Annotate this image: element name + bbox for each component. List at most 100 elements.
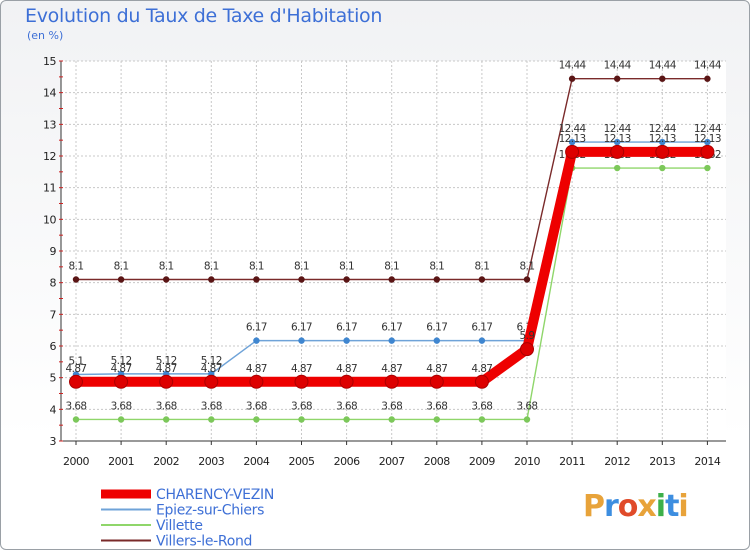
data-label: 4.87 — [246, 363, 267, 375]
data-point — [117, 276, 125, 283]
proxiti-logo: Proxiti — [583, 489, 689, 524]
data-point — [253, 416, 260, 423]
data-point — [659, 75, 666, 82]
x-tick-label: 2010 — [514, 455, 540, 468]
data-point — [384, 374, 399, 389]
y-tick-label: 7 — [50, 308, 57, 321]
data-point — [298, 416, 305, 423]
y-tick-label: 14 — [43, 87, 56, 100]
y-tick-label: 3 — [50, 435, 57, 448]
data-label: 8.1 — [339, 261, 354, 273]
data-point — [433, 416, 440, 423]
data-point — [253, 276, 260, 283]
logo-letter: r — [604, 489, 619, 524]
data-label: 8.1 — [520, 261, 535, 273]
x-tick-label: 2012 — [604, 455, 630, 468]
data-point — [208, 276, 215, 283]
data-point — [388, 337, 395, 344]
data-point — [655, 144, 670, 159]
data-point — [298, 276, 305, 283]
data-label: 4.87 — [291, 363, 312, 375]
legend-label: Villette — [156, 518, 203, 534]
y-tick-label: 4 — [50, 403, 57, 416]
data-label: 4.87 — [66, 363, 87, 375]
x-tick-label: 2008 — [424, 455, 450, 468]
data-label: 4.87 — [156, 363, 177, 375]
logo-letter: x — [637, 489, 656, 524]
data-point — [343, 416, 350, 423]
data-point — [478, 416, 486, 423]
x-tick-label: 2004 — [243, 455, 269, 468]
legend-label: Villers-le-Rond — [156, 534, 252, 550]
data-point — [163, 416, 170, 423]
data-label: 8.1 — [384, 261, 399, 273]
data-label: 3.68 — [291, 400, 312, 412]
x-tick-label: 2005 — [289, 455, 315, 468]
data-label: 12.13 — [649, 133, 676, 145]
data-label: 6.17 — [246, 322, 267, 334]
data-label: 4.87 — [336, 363, 357, 375]
data-label: 14.44 — [604, 60, 632, 72]
data-label: 12.13 — [694, 133, 721, 145]
data-label: 6.17 — [471, 322, 492, 334]
data-label: 12.13 — [559, 133, 586, 145]
data-label: 8.1 — [159, 261, 174, 273]
data-label: 12.44 — [559, 123, 587, 135]
data-point — [704, 75, 711, 82]
chart-unit-label: (en %) — [27, 29, 64, 42]
data-label: 5.1 — [69, 356, 84, 368]
data-label: 8.1 — [114, 261, 129, 273]
data-point — [253, 337, 260, 344]
data-label: 3.68 — [426, 400, 447, 412]
data-label: 8.1 — [294, 261, 309, 273]
y-tick-label: 15 — [43, 55, 56, 68]
data-point — [659, 138, 666, 146]
data-label: 5.12 — [156, 355, 177, 367]
data-point — [72, 276, 80, 283]
data-point — [72, 416, 80, 423]
data-point — [523, 416, 531, 423]
data-point — [163, 276, 170, 283]
data-point — [659, 164, 666, 172]
data-label: 6.17 — [336, 322, 357, 334]
legend-label: CHARENCY-VEZIN — [156, 487, 274, 503]
logo-letter: i — [655, 489, 666, 524]
data-label: 4.87 — [381, 363, 402, 375]
data-point — [343, 337, 350, 344]
data-point — [700, 144, 715, 159]
y-tick-label: 13 — [43, 118, 56, 131]
data-point — [343, 276, 350, 283]
y-tick-label: 5 — [50, 372, 57, 385]
data-label: 3.68 — [381, 400, 402, 412]
data-point — [568, 75, 576, 82]
data-point — [204, 374, 219, 389]
data-point — [433, 337, 440, 344]
data-label: 12.44 — [649, 123, 677, 135]
data-label: 14.44 — [649, 60, 677, 72]
x-tick-label: 2003 — [198, 455, 224, 468]
data-point — [704, 138, 711, 146]
data-label: 5.12 — [201, 355, 222, 367]
y-tick-label: 10 — [43, 213, 56, 226]
data-point — [523, 276, 531, 283]
data-point — [614, 75, 621, 82]
data-label: 8.1 — [249, 261, 264, 273]
logo-letter: t — [665, 489, 679, 524]
x-tick-label: 2002 — [153, 455, 179, 468]
data-label: 8.1 — [474, 261, 489, 273]
logo-letter: P — [583, 489, 605, 524]
data-point — [388, 276, 395, 283]
data-point — [433, 276, 440, 283]
legend-label: Epiez-sur-Chiers — [156, 503, 264, 519]
data-label: 8.1 — [69, 261, 84, 273]
data-point — [478, 337, 486, 344]
y-tick-label: 9 — [50, 245, 57, 258]
data-label: 3.68 — [517, 400, 538, 412]
data-label: 4.87 — [201, 363, 222, 375]
data-point — [208, 416, 215, 423]
data-label: 6.17 — [381, 322, 402, 334]
x-tick-label: 2009 — [469, 455, 495, 468]
data-point — [294, 374, 309, 389]
x-tick-label: 2007 — [379, 455, 405, 468]
